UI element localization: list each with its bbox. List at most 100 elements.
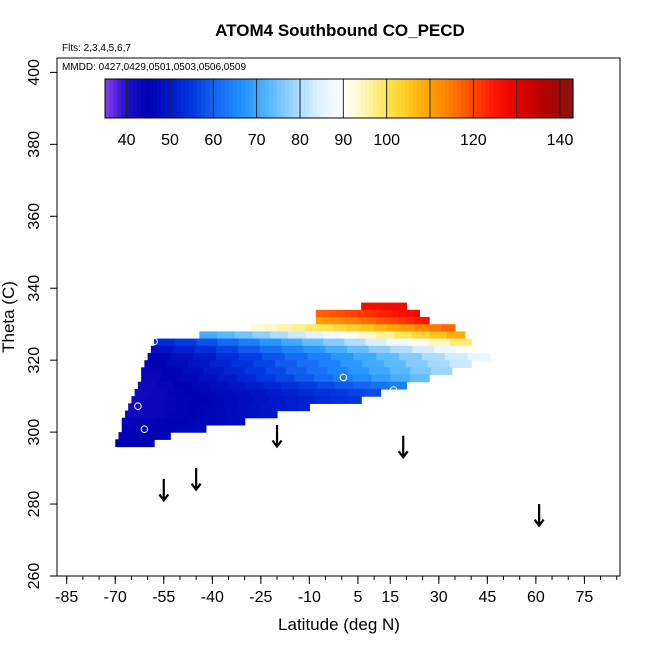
co-field-cell [129,417,139,426]
co-field-cell [236,410,248,419]
co-field-cell [177,424,185,433]
co-field-cell [266,410,278,419]
co-field-cell [121,417,131,426]
co-field-cell [411,331,430,340]
co-field-cell [285,403,298,412]
co-field-cell [172,345,196,354]
colorbar-swatch [437,79,442,118]
colorbar-swatch [405,79,410,118]
colorbar-tick-label: 70 [248,132,266,149]
colorbar-swatch [297,79,302,118]
co-field-cell [414,324,429,332]
co-field-cell [166,432,171,440]
co-field-cell [373,324,388,332]
co-field-cell [251,324,266,332]
colorbar-swatch [361,79,366,118]
co-field-cell [166,424,173,433]
co-field-cell [353,352,377,361]
co-field-cell [148,439,153,448]
co-field-cell [305,331,324,340]
colorbar-swatch [457,79,462,118]
co-field-cell [124,410,136,419]
co-field-cell [249,388,267,397]
colorbar-swatch [249,79,254,118]
co-field-cell [138,424,145,433]
co-field-cell [195,417,205,426]
colorbar-frame [104,78,574,119]
co-field-cell [150,345,174,354]
colorbar-tick-label: 60 [204,132,222,149]
x-axis: -85 -70 -55 -40 -25 -10 5 15 30 45 60 75 [55,576,618,606]
co-field-cell [314,388,332,397]
x-tick-label: -55 [152,589,175,606]
colorbar-swatch [217,79,222,118]
x-axis-label: Latitude (deg N) [278,615,400,634]
colorbar-swatch [565,79,570,118]
co-field-cell [123,439,127,448]
colorbar-swatch [161,79,166,118]
co-field-cell [332,324,347,332]
co-field-cell [132,424,140,433]
co-field-cell [350,309,358,318]
co-field-cell [307,352,332,361]
colorbar-swatch [533,79,538,118]
co-field-cell [203,417,213,426]
co-field-cell [151,439,155,448]
co-field-cell [386,338,409,347]
co-field-cell [353,317,362,325]
co-field-cell [187,360,211,368]
colorbar-swatch [281,79,286,118]
colorbar-swatch [453,79,458,118]
colorbar-swatch [145,79,150,118]
colorbar-swatch [201,79,206,118]
co-field-cell [352,374,373,383]
colorbar-swatch [473,79,478,118]
co-field-cell [138,439,142,448]
co-field-cell [409,374,430,383]
co-field-cell [270,331,289,340]
y-tick-label: 300 [26,419,43,446]
co-field-cell [291,324,307,332]
co-field-cell [152,432,158,440]
co-field-cell [330,317,340,325]
co-field-cell [316,381,336,390]
co-field-cell [173,381,193,390]
flight-marker [339,373,348,382]
colorbar-swatch [485,79,490,118]
colorbar-swatch [265,79,270,118]
co-field-cell [343,309,351,318]
co-field-cell [305,324,320,332]
co-field-cell [390,345,413,354]
co-field-cell [361,302,365,311]
co-field-cell [269,396,286,404]
colorbar-swatch [305,79,310,118]
x-tick-label: 45 [478,589,496,606]
co-field-cell [193,352,217,361]
co-field-cell [125,439,129,448]
co-field-cell [434,345,457,354]
co-field-cell [252,331,271,340]
co-field-cell [373,302,377,311]
co-field-cell [299,396,316,404]
co-field-cell [253,360,276,368]
co-field-cell [447,331,466,340]
colorbar-swatch [165,79,170,118]
co-field-cell [345,396,362,404]
x-tick-label: -25 [249,589,272,606]
co-field-cell [323,317,332,325]
colorbar-swatch [385,79,390,118]
colorbar-swatch [493,79,498,118]
colorbar-swatch [381,79,386,118]
colorbar-swatch [221,79,226,118]
co-field-cell [256,374,277,383]
co-field-cell [170,417,180,426]
y-axis: 260 280 300 320 340 360 380 400 [26,59,57,589]
co-field-cell [359,324,375,332]
colorbar-swatch [549,79,554,118]
co-field-cell [152,403,166,412]
co-field-cell [400,324,415,332]
colorbar-swatch [309,79,314,118]
co-field-cell [203,367,225,376]
co-field-cell [223,396,240,404]
co-field-cell [132,432,137,440]
